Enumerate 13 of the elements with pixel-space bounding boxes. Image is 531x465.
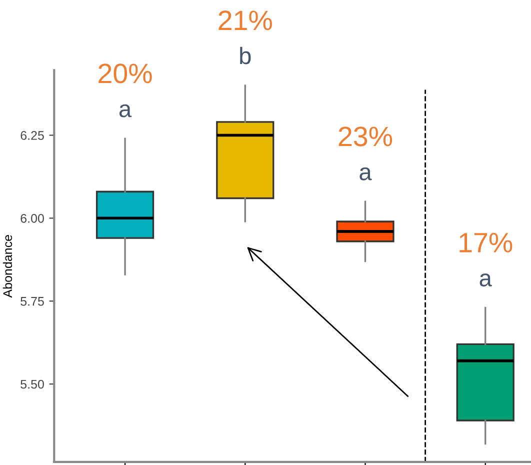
annotation: a [360, 167, 372, 180]
annotation: a [480, 274, 492, 286]
text: 21% [218, 10, 272, 30]
y-tick-label: 6.00 [20, 214, 44, 223]
annotation: 23% [338, 126, 392, 146]
annotation: 17% [460, 232, 512, 252]
annotation: a [119, 104, 132, 118]
text: b [240, 46, 251, 64]
y-tick-label: 6.25 [20, 131, 44, 140]
y-axis-title: Abondance [2, 235, 12, 298]
annotation: 20% [98, 64, 152, 84]
y-tick-label: 5.50 [20, 380, 44, 389]
y-tick-label: 5.75 [20, 297, 44, 306]
